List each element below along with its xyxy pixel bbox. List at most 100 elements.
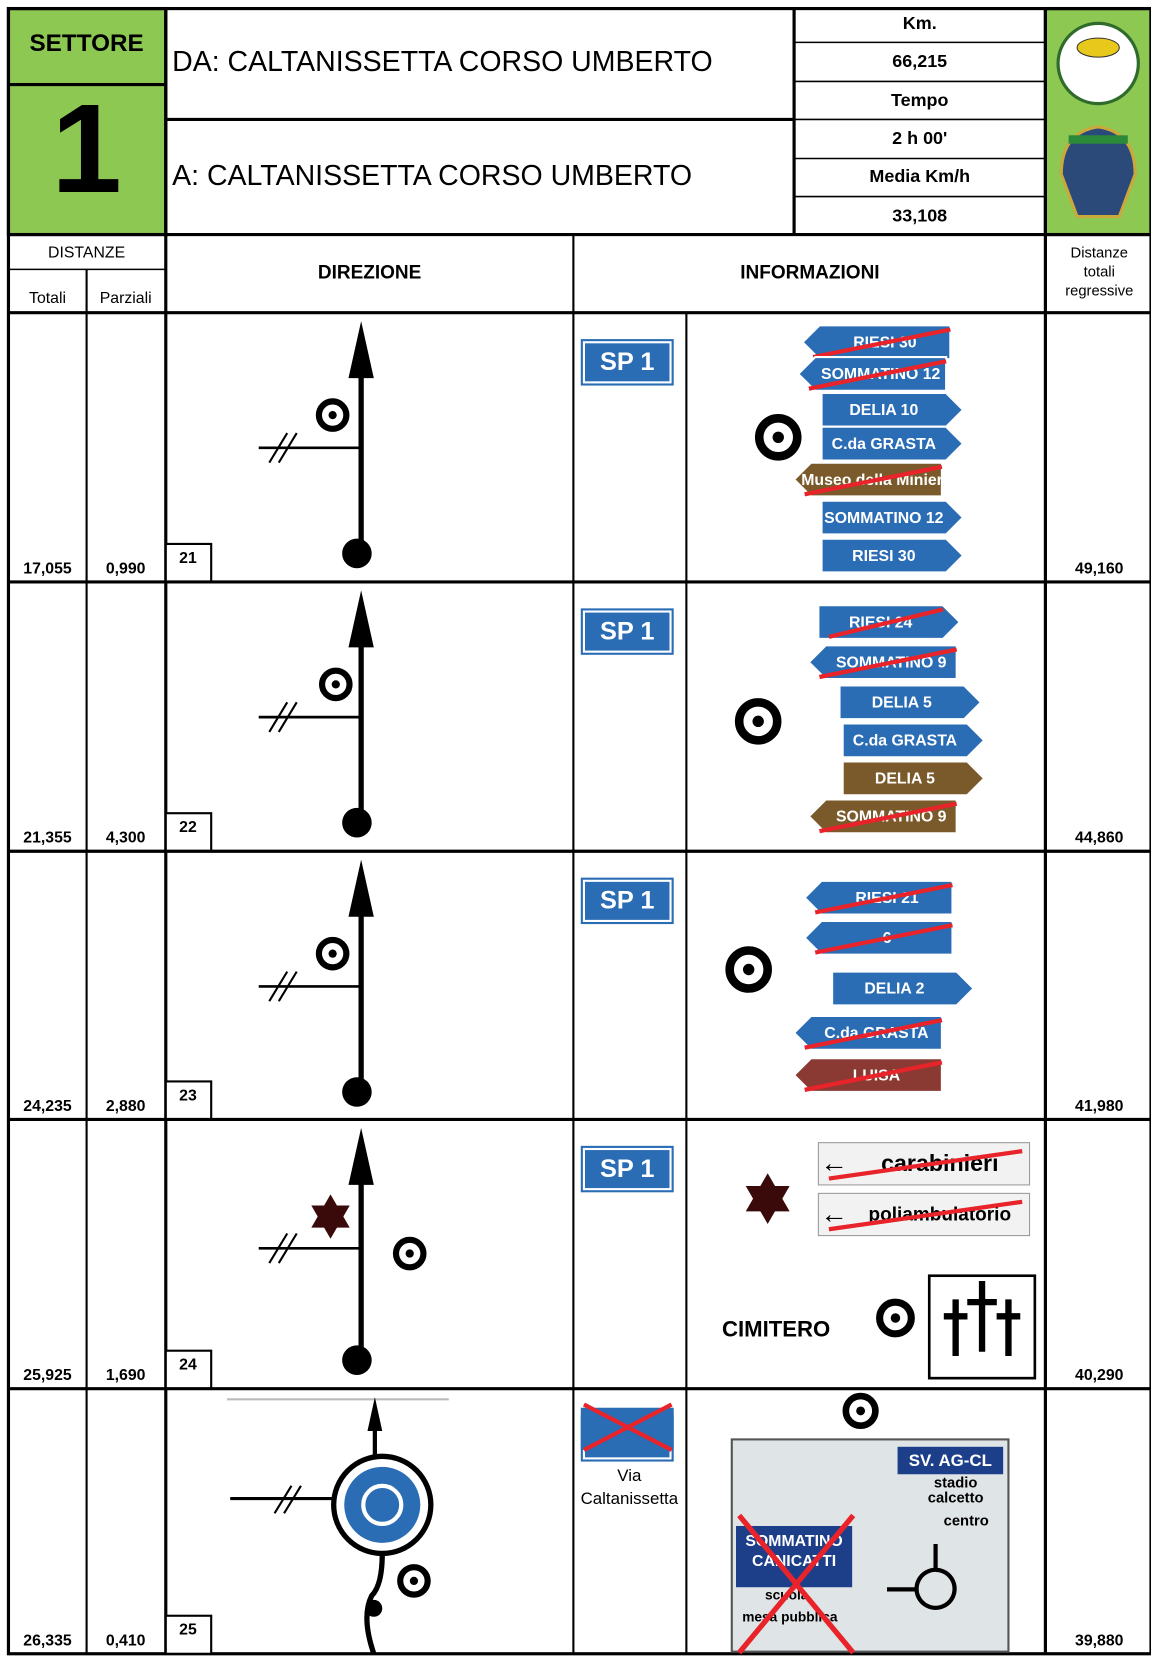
step-box [164,542,213,584]
sector-label: SETTORE [30,30,144,57]
header-time: 2 h 00' [892,128,947,148]
logo [1056,21,1140,106]
target-icon [742,963,755,976]
step-box [164,812,213,853]
road-sign [820,537,965,574]
partial-distance: 0,410 [106,1632,146,1649]
road-badge-border [582,879,672,922]
logo [1068,135,1128,144]
roundabout [344,1466,421,1543]
arrow-head [367,1397,383,1431]
start-dot [342,1077,372,1107]
total-distance: 26,335 [23,1632,72,1649]
rule [814,882,953,915]
header-time-label: Tempo [891,90,949,110]
header-speed: 33,108 [892,205,947,225]
rule [814,923,953,955]
step-number: 24 [179,1357,197,1374]
start-dot [365,1599,383,1617]
road-badge-border [582,1147,672,1191]
sign-text: SV. AG-CL [909,1451,992,1470]
col-totals: Totali [29,290,66,307]
rule [268,971,289,1002]
col-regressive: totali [1084,264,1115,280]
road-sign [831,970,976,1007]
start-dot [342,1345,372,1375]
rule [277,971,298,1002]
col-direction: DIREZIONE [318,263,421,284]
target-icon [328,949,337,958]
rule [804,1018,943,1050]
start-dot [342,807,372,838]
sign-text: stadio [934,1476,977,1492]
road-number: SP 1 [600,348,654,376]
partial-distance: 4,300 [106,830,146,847]
header-speed-label: Media Km/h [869,166,970,186]
partial-distance: 1,690 [106,1367,146,1384]
road-note: Via [617,1466,642,1485]
roundabout [361,1483,404,1526]
road-note: Caltanissetta [581,1489,679,1508]
col-distances: DISTANZE [48,245,125,262]
rule [283,1485,302,1514]
step-number: 23 [179,1087,197,1104]
board-arrow [887,1543,957,1610]
rule [804,1060,943,1092]
to: A: CALTANISSETTA CORSO UMBERTO [172,160,692,192]
regressive-distance: 44,860 [1075,830,1124,847]
road-badge [580,877,674,925]
sign-text: C.da GRASTA [853,733,958,750]
arrow-head [348,859,374,917]
target-icon [328,411,337,420]
rule [804,464,943,497]
start-dot [342,538,372,569]
road-sign [841,722,986,759]
road-sign [838,684,983,721]
regressive-distance: 41,980 [1075,1098,1124,1115]
total-distance: 21,355 [23,830,72,847]
rule [277,1232,298,1264]
target-icon [890,1313,901,1323]
rule [277,432,298,464]
rule [277,701,298,733]
target-icon [752,715,764,728]
logo [1059,125,1137,219]
road-sign [820,425,965,462]
partial-distance: 0,990 [106,560,146,577]
col-regressive: Distanze [1071,245,1128,261]
rule [737,1513,856,1655]
rule [828,1149,1023,1181]
rule [812,327,951,360]
total-distance: 24,235 [23,1098,72,1115]
header-km-label: Km. [903,13,937,33]
step-box [164,1349,213,1390]
target-icon [772,431,784,443]
rule [819,647,958,680]
road-badge-border [582,610,672,653]
target-icon [331,680,340,689]
rule [268,432,289,464]
board-panel [897,1446,1004,1475]
regressive-distance: 40,290 [1075,1367,1124,1384]
sign-arrow: ← [820,1198,847,1229]
step-number: 21 [179,550,197,567]
road-number: SP 1 [600,887,654,915]
sign-text: DELIA 5 [872,695,932,712]
sign-text: DELIA 10 [849,402,918,419]
sign-arrow: ← [820,1147,847,1178]
sign-text: DELIA 2 [864,981,924,998]
logo [1076,37,1120,58]
target-icon [856,1406,866,1416]
road-sign [820,391,965,428]
rule [819,801,958,834]
sign-text: RIESI 30 [852,548,916,565]
sign-text: C.da GRASTA [832,436,937,453]
step-number: 25 [179,1622,197,1639]
arrow-head [348,1127,374,1185]
sign-text: DELIA 5 [875,771,935,788]
arrow-head [348,590,374,648]
col-information: INFORMAZIONI [740,263,879,284]
from: DA: CALTANISSETTA CORSO UMBERTO [172,46,713,78]
road-badge [580,608,674,655]
